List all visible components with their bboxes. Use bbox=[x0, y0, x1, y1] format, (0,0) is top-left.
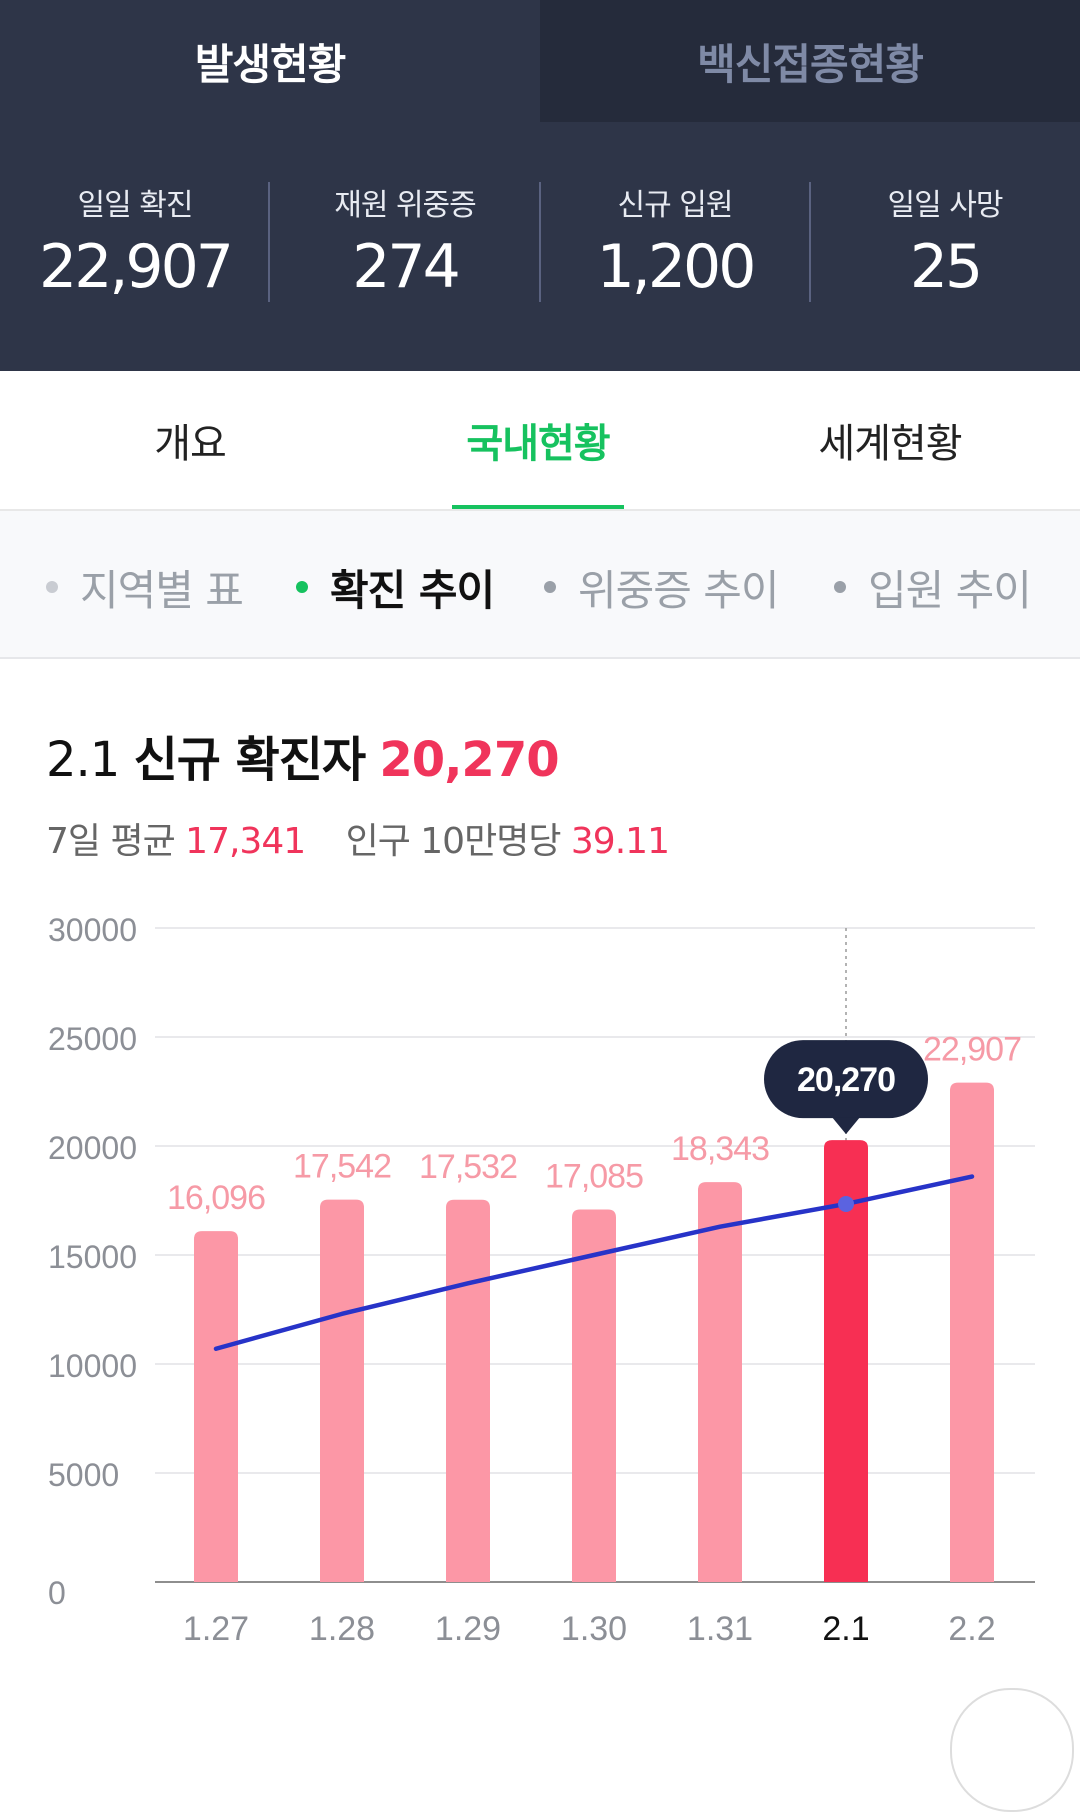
tooltip-value: 20,270 bbox=[797, 1061, 895, 1099]
stat-label: 재원 위중증 bbox=[334, 188, 477, 223]
data-label: 17,532 bbox=[419, 1148, 517, 1186]
bullet-icon bbox=[296, 581, 308, 593]
stat-divider bbox=[268, 182, 270, 302]
x-tick-label: 1.27 bbox=[183, 1610, 249, 1648]
bullet-icon bbox=[46, 581, 58, 593]
avg-label: 7일 평균 bbox=[46, 821, 176, 862]
stat-critical: 재원 위중증 274 bbox=[270, 180, 540, 320]
stat-label: 신규 입원 bbox=[617, 188, 734, 223]
avg-value: 17,341 bbox=[185, 821, 306, 862]
data-label: 16,096 bbox=[167, 1179, 265, 1217]
stat-label: 일일 사망 bbox=[887, 188, 1004, 223]
tab-vaccination-status[interactable]: 백신접종현황 bbox=[540, 0, 1080, 122]
top-tab-bar: 발생현황 백신접종현황 bbox=[0, 0, 1080, 122]
bar bbox=[572, 1209, 616, 1582]
confirmed-cases-chart: 0 5000 10000 15000 20000 25000 30000 1.27 16,096… bbox=[48, 912, 1035, 1648]
bullet-icon bbox=[544, 581, 556, 593]
tab-world[interactable]: 세계현황 bbox=[818, 421, 962, 467]
tab-domestic[interactable]: 국내현황 bbox=[466, 421, 610, 467]
sub-tab-bar: 지역별 표 확진 추이 위중증 추이 입원 추이 bbox=[0, 511, 1080, 659]
subtab-label: 위중증 추이 bbox=[578, 565, 780, 615]
bar bbox=[698, 1182, 742, 1582]
x-tick-label: 1.30 bbox=[561, 1610, 627, 1648]
subtab-regional-table[interactable]: 지역별 표 bbox=[46, 557, 244, 617]
chart-subheadline: 7일 평균 17,341 인구 10만명당 39.11 bbox=[46, 812, 670, 864]
subtab-hospitalized-trend[interactable]: 입원 추이 bbox=[834, 557, 1032, 617]
subtab-confirmed-trend[interactable]: 확진 추이 bbox=[296, 557, 495, 617]
data-label: 17,542 bbox=[293, 1148, 391, 1186]
bar bbox=[320, 1199, 364, 1582]
subtab-critical-trend[interactable]: 위중증 추이 bbox=[544, 557, 780, 617]
data-label: 18,343 bbox=[671, 1130, 769, 1168]
y-tick-label: 20000 bbox=[48, 1130, 137, 1166]
y-tick-label: 25000 bbox=[48, 1021, 137, 1057]
headline-label: 신규 확진자 bbox=[133, 732, 367, 788]
y-tick-label: 0 bbox=[48, 1575, 66, 1611]
stat-value: 25 bbox=[909, 232, 983, 302]
stat-daily-confirmed: 일일 확진 22,907 bbox=[0, 180, 270, 320]
tooltip-pointer bbox=[832, 1117, 860, 1135]
per-capita-label: 인구 10만명당 bbox=[345, 821, 562, 862]
headline-value: 20,270 bbox=[379, 732, 559, 788]
scroll-top-button[interactable] bbox=[950, 1688, 1074, 1812]
stat-daily-deaths: 일일 사망 25 bbox=[810, 180, 1080, 320]
tooltip-bubble bbox=[764, 1040, 928, 1119]
bullet-icon bbox=[834, 581, 846, 593]
tab-overview[interactable]: 개요 bbox=[154, 421, 227, 467]
moving-average-point bbox=[838, 1195, 854, 1212]
stat-new-hospitalized: 신규 입원 1,200 bbox=[540, 180, 810, 320]
x-tick-label: 2.2 bbox=[948, 1610, 995, 1648]
stat-value: 1,200 bbox=[596, 232, 757, 302]
y-tick-label: 5000 bbox=[48, 1457, 119, 1493]
stat-value: 274 bbox=[352, 232, 461, 302]
per-capita-value: 39.11 bbox=[570, 821, 670, 862]
bar bbox=[446, 1199, 490, 1582]
bar bbox=[824, 1140, 868, 1582]
headline-date: 2.1 bbox=[46, 732, 120, 788]
active-tab-underline bbox=[452, 505, 624, 509]
data-label: 17,085 bbox=[545, 1158, 643, 1196]
bar bbox=[194, 1231, 238, 1582]
stats-panel: 일일 확진 22,907 재원 위중증 274 신규 입원 1,200 일일 사… bbox=[0, 122, 1080, 371]
y-tick-label: 10000 bbox=[48, 1348, 137, 1384]
y-tick-label: 15000 bbox=[48, 1239, 137, 1275]
tab-outbreak-status[interactable]: 발생현황 bbox=[0, 0, 540, 122]
section-tab-bar: 개요 국내현황 세계현황 bbox=[0, 371, 1080, 511]
x-tick-label: 1.29 bbox=[435, 1610, 501, 1648]
subtab-label: 확진 추이 bbox=[330, 565, 495, 615]
x-tick-label: 1.31 bbox=[687, 1610, 753, 1648]
x-tick-label: 1.28 bbox=[309, 1610, 375, 1648]
bar bbox=[950, 1082, 994, 1582]
x-tick-label: 2.1 bbox=[822, 1610, 869, 1648]
subtab-label: 지역별 표 bbox=[80, 565, 244, 615]
chart-headline: 2.1 신규 확진자 20,270 bbox=[46, 720, 560, 790]
stat-value: 22,907 bbox=[39, 232, 234, 302]
stat-label: 일일 확진 bbox=[77, 188, 194, 223]
data-label: 22,907 bbox=[923, 1031, 1021, 1069]
stat-divider bbox=[809, 182, 811, 302]
stat-divider bbox=[539, 182, 541, 302]
subtab-label: 입원 추이 bbox=[868, 565, 1032, 615]
y-tick-label: 30000 bbox=[48, 912, 137, 948]
